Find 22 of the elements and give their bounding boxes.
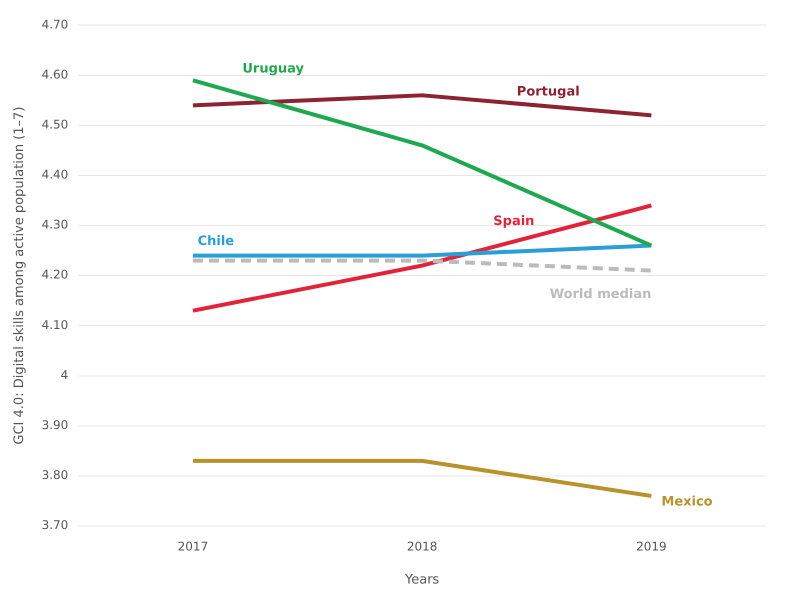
series-label: Mexico	[661, 494, 713, 510]
series-label: Portugal	[516, 84, 580, 100]
y-tick-label: 4.20	[42, 268, 68, 282]
y-axis-title: GCI 4.0: Digital skills among active population (1–7)	[12, 106, 28, 445]
series-label: Uruguay	[242, 61, 304, 76]
series-label: Chile	[198, 234, 234, 249]
y-tick-label: 3.80	[42, 468, 68, 482]
y-tick-label: 4.10	[42, 318, 68, 332]
y-tick-label: 4.60	[42, 67, 68, 82]
y-tick-label: 3.90	[42, 418, 68, 432]
y-tick-label: 4.40	[42, 168, 68, 182]
series-label: World median	[550, 286, 652, 302]
y-tick-label: 4	[60, 368, 68, 382]
x-tick-label: 2019	[636, 539, 667, 554]
y-tick-label: 4.50	[42, 117, 68, 132]
x-tick-label: 2017	[178, 539, 208, 554]
y-tick-label: 3.70	[42, 518, 68, 532]
x-tick-label: 2018	[406, 539, 438, 554]
x-axis-title: Years	[404, 572, 440, 588]
y-tick-label: 4.70	[42, 17, 68, 32]
series-label: Spain	[493, 214, 534, 229]
y-tick-label: 4.30	[42, 218, 68, 232]
